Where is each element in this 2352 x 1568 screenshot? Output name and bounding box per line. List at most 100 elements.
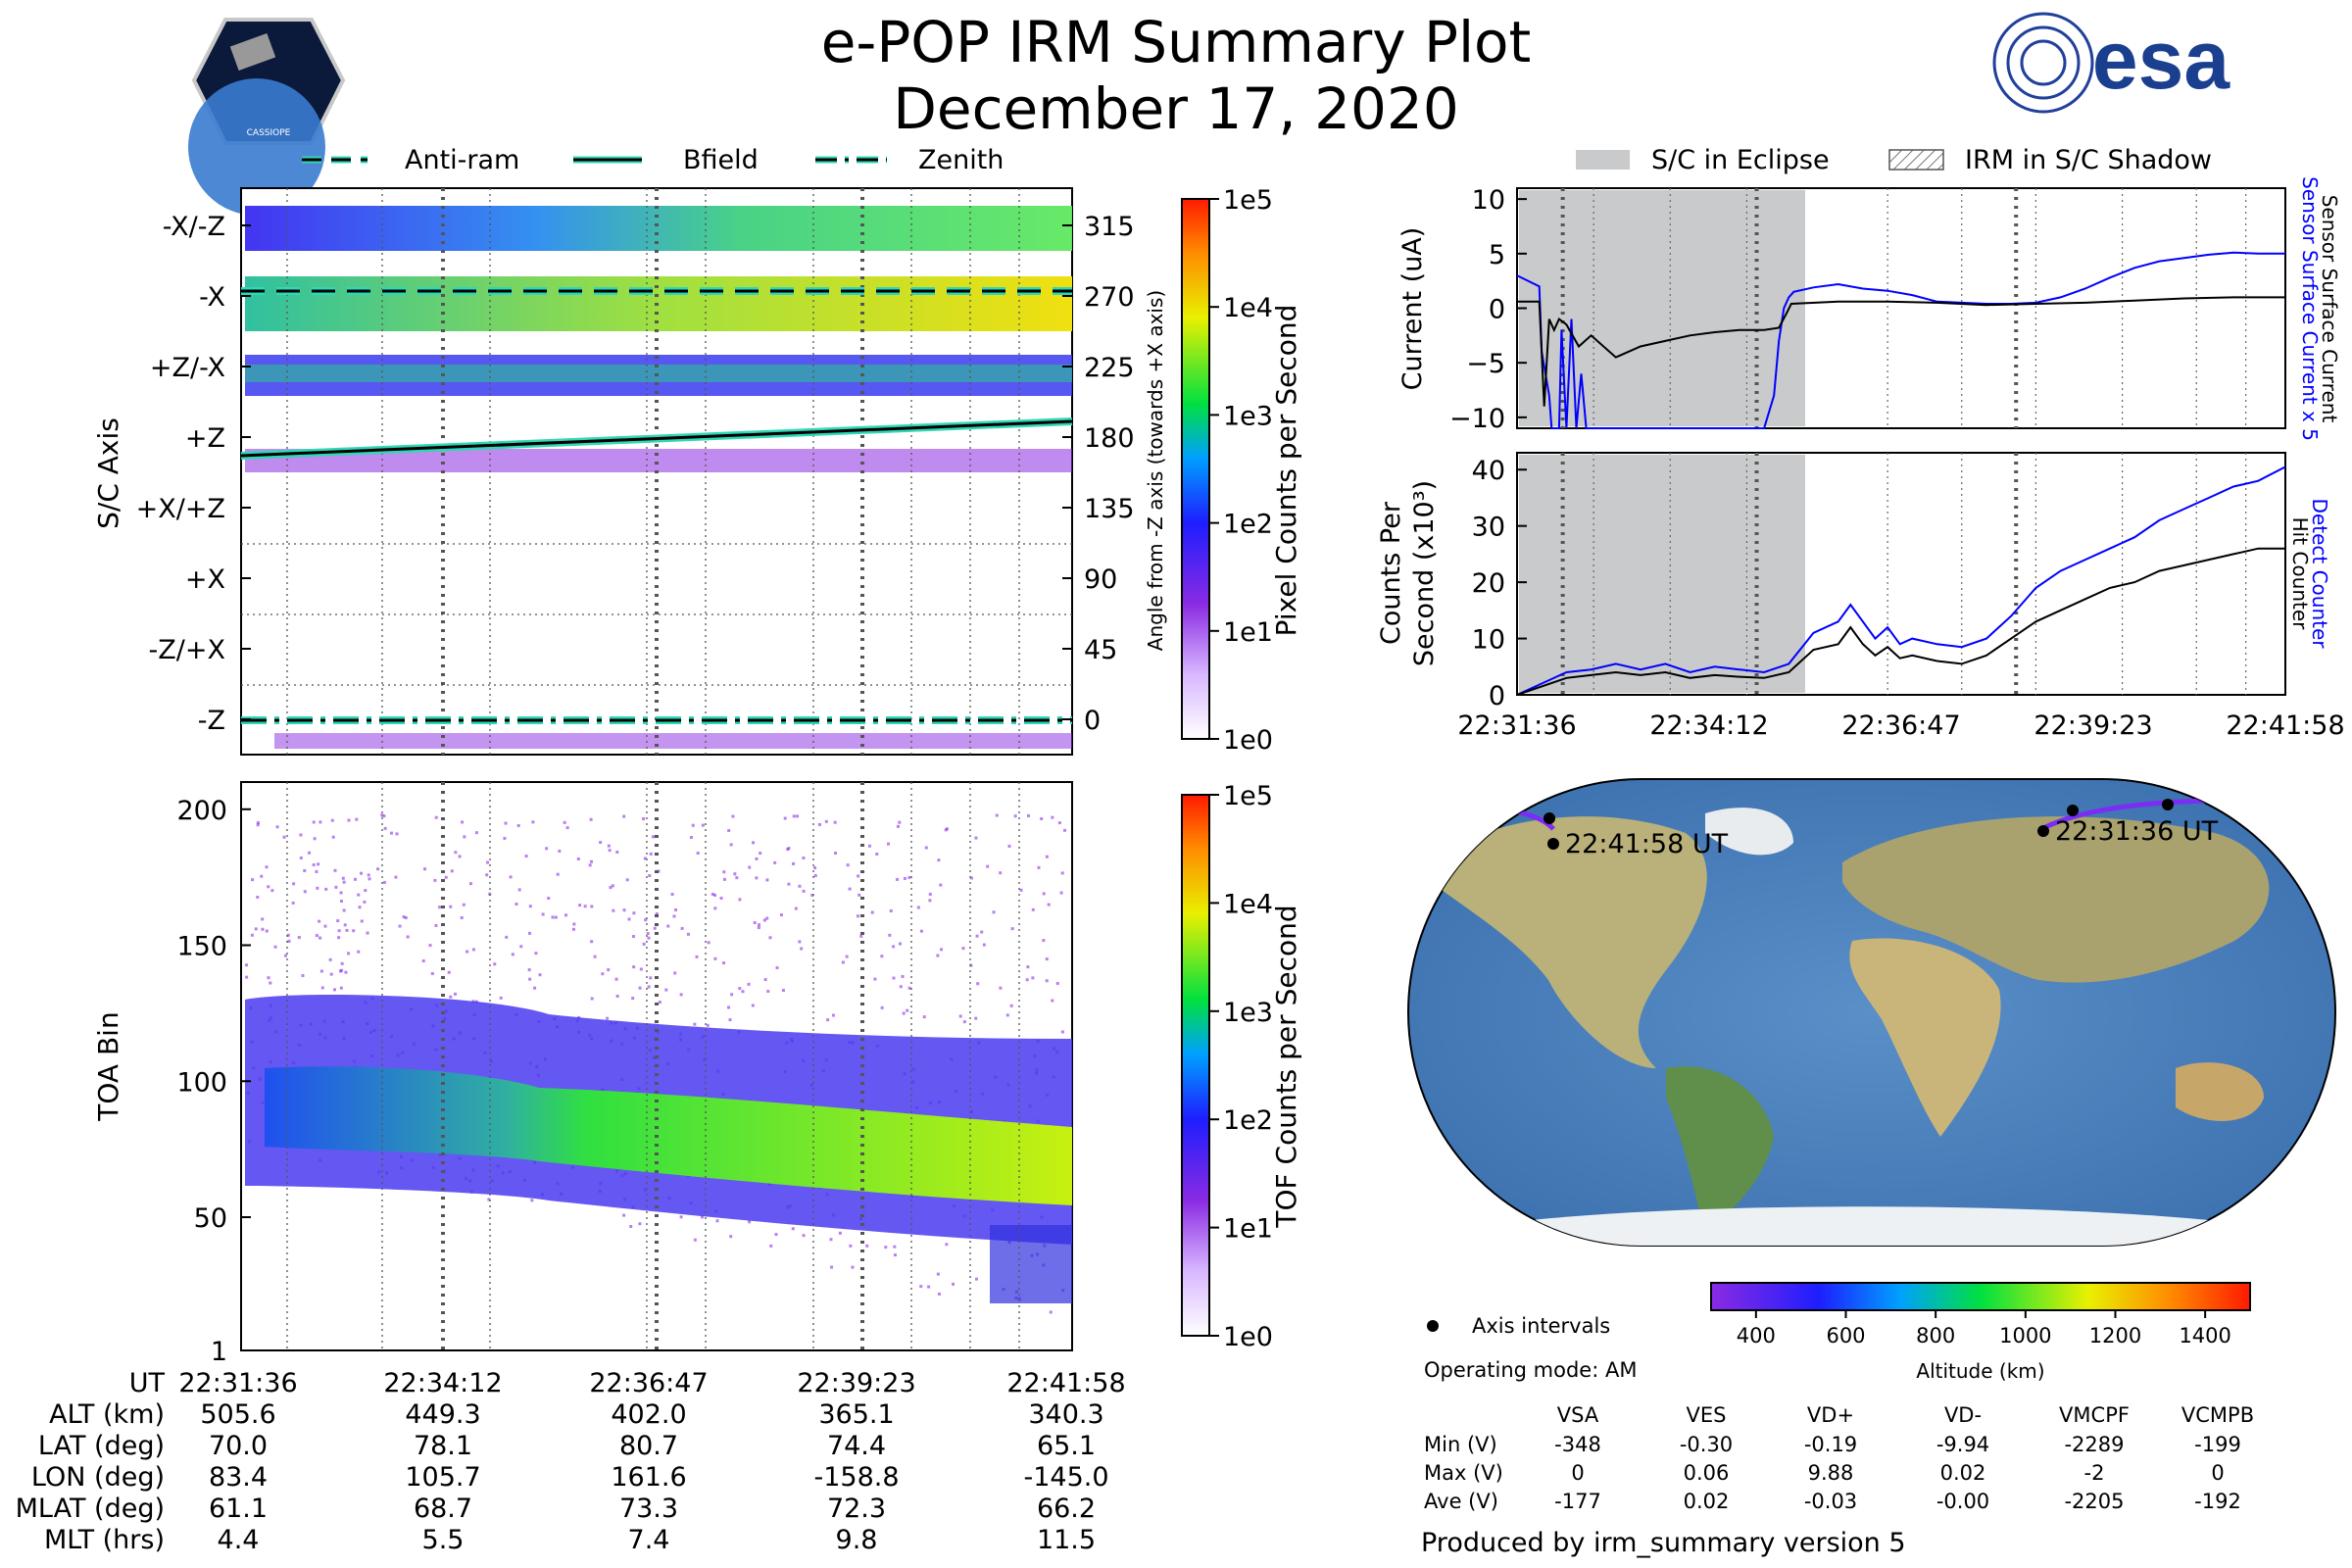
- y-tick-label: 0: [1489, 295, 1505, 325]
- time-table-cell: 9.8: [836, 1525, 878, 1555]
- toa-tick-label: 50: [194, 1203, 227, 1234]
- sc-axis-tick-label: -Z: [198, 706, 225, 736]
- time-table-row-label: UT: [129, 1368, 166, 1398]
- voltage-table-cell: 9.88: [1808, 1461, 1854, 1485]
- time-table-cell: 80.7: [619, 1431, 678, 1461]
- tof-colorbar-label: TOF Counts per Second: [1270, 905, 1302, 1228]
- toa-tick-label: 150: [176, 932, 227, 962]
- voltage-table-cell: 0: [2211, 1461, 2224, 1485]
- y-tick-label: 5: [1489, 240, 1505, 270]
- time-table-cell: 449.3: [405, 1399, 480, 1430]
- angle-tick-label: 225: [1084, 353, 1135, 383]
- time-table-cell: 365.1: [818, 1399, 894, 1430]
- alt-tick-label: 1000: [1999, 1324, 2051, 1348]
- alt-tick-label: 1200: [2089, 1324, 2141, 1348]
- colorbar-tick-label: 1e0: [1223, 725, 1273, 756]
- time-table-cell: 7.4: [628, 1525, 670, 1555]
- pixel-colorbar: [1182, 199, 1209, 739]
- voltage-table-row-label: Min (V): [1424, 1433, 1497, 1456]
- current-right-label-black: Sensor Surface Current: [2318, 195, 2341, 423]
- angle-tick-label: 45: [1084, 635, 1117, 665]
- footer: Produced by irm_summary version 5: [1421, 1528, 1906, 1558]
- voltage-table-row-label: Max (V): [1424, 1461, 1503, 1485]
- colorbar-tick-label: 1e5: [1223, 185, 1273, 216]
- current-ylabel: Current (uA): [1397, 227, 1428, 391]
- time-table-cell: 74.4: [827, 1431, 886, 1461]
- angle-ylabel: Angle from -Z axis (towards +X axis): [1144, 290, 1167, 651]
- time-table-cell: 83.4: [209, 1462, 268, 1493]
- angle-tick-label: 135: [1084, 494, 1135, 524]
- legend-bfield: Bfield: [683, 145, 759, 175]
- toa-ticks: 200 150 100 50 1: [176, 796, 251, 1367]
- pixel-colorbar-label: Pixel Counts per Second: [1270, 305, 1302, 637]
- time-table-row-label: MLT (hrs): [44, 1525, 165, 1555]
- legend-anti-ram: Anti-ram: [405, 145, 519, 175]
- colorbar-tick-label: 1e1: [1223, 617, 1273, 648]
- map-end-label: 22:41:58 UT: [1565, 829, 1729, 859]
- time-table-cell: 65.1: [1037, 1431, 1096, 1461]
- x-tick-label: 22:39:23: [2034, 710, 2152, 741]
- angle-tick-label: 90: [1084, 564, 1117, 595]
- sc-axis-tick-label: +X/+Z: [136, 494, 225, 524]
- axis-interval-point: [1544, 812, 1555, 824]
- toa-tick-label: 100: [176, 1067, 227, 1098]
- band-mxmz: [245, 206, 1072, 251]
- voltage-table-cell: -0.19: [1804, 1433, 1857, 1456]
- tof-colorbar-ticks: 1e51e41e31e21e11e0: [1209, 781, 1273, 1352]
- voltage-table-cell: -348: [1554, 1433, 1601, 1456]
- counts-panel: 40 30 20 10 0 22:31:36 22:34:12 22:36:47 22:39:…: [1457, 453, 2344, 741]
- time-table-cell: 4.4: [218, 1525, 260, 1555]
- map-start-label: 22:31:36 UT: [2055, 816, 2219, 847]
- current-panel: 10 5 0 −5 −10: [1449, 185, 2285, 434]
- x-tick-label: 22:36:47: [1841, 710, 1960, 741]
- figure: CASSIOPE esa Anti-ram Bfield Zenith S/C …: [0, 0, 2352, 1568]
- altitude-colorbar-label: Altitude (km): [1916, 1359, 2044, 1383]
- time-table-cell: 22:31:36: [178, 1368, 297, 1398]
- x-tick-label: 22:41:58: [2226, 710, 2344, 741]
- sc-axis-tick-label: -X: [199, 282, 225, 313]
- voltage-table-cell: -199: [2194, 1433, 2241, 1456]
- sc-axis-ylabel: S/C Axis: [92, 417, 124, 529]
- sc-axis-tick-label: -X/-Z: [163, 212, 225, 242]
- time-table-cell: 73.3: [619, 1494, 678, 1524]
- voltage-table-cell: 0.02: [1684, 1490, 1730, 1513]
- legend-top-left: Anti-ram Bfield Zenith: [302, 145, 1004, 175]
- sc-axis-tick-label: +X: [185, 564, 225, 595]
- voltage-table-cell: 0: [1571, 1461, 1584, 1485]
- pixel-colorbar-ticks: 1e5 1e4 1e3 1e2 1e1 1e0: [1209, 185, 1273, 756]
- voltage-table-cell: -0.03: [1804, 1490, 1857, 1513]
- x-tick-label: 22:34:12: [1649, 710, 1768, 741]
- counts-right-label-black: Hit Counter: [2288, 517, 2312, 630]
- alt-tick-label: 600: [1826, 1324, 1865, 1348]
- voltage-table-header: VD-: [1944, 1403, 1982, 1427]
- voltage-table-cell: -2289: [2064, 1433, 2124, 1456]
- esa-logo: esa: [1994, 14, 2230, 112]
- time-table-cell: 22:41:58: [1006, 1368, 1125, 1398]
- axis-interval-point: [2162, 799, 2174, 810]
- voltage-table-cell: -0.30: [1680, 1433, 1733, 1456]
- angle-tick-label: 270: [1084, 282, 1135, 313]
- voltage-table-cell: -177: [1554, 1490, 1601, 1513]
- colorbar-tick-label: 1e1: [1223, 1214, 1273, 1245]
- voltage-table-row-label: Ave (V): [1424, 1490, 1498, 1513]
- time-table-cell: 161.6: [611, 1462, 686, 1493]
- legend-eclipse: S/C in Eclipse: [1651, 145, 1830, 175]
- time-table-cell: 78.1: [414, 1431, 472, 1461]
- voltage-table: VSA VES VD+ VD- VMCPF VCMPB Min (V) -348 -0.30 -0…: [1424, 1403, 2254, 1513]
- colorbar-tick-label: 1e4: [1223, 889, 1273, 919]
- counts-ylabel-line2: Second (x10³): [1409, 480, 1440, 666]
- time-table-cell: 22:39:23: [797, 1368, 915, 1398]
- time-table-cell: 72.3: [827, 1494, 886, 1524]
- sc-axis-tick-label: +Z/-X: [150, 353, 225, 383]
- y-tick-label: 20: [1472, 568, 1505, 599]
- voltage-table-header: VD+: [1807, 1403, 1854, 1427]
- time-table-cell: 22:34:12: [383, 1368, 502, 1398]
- time-table-cell: 505.6: [200, 1399, 275, 1430]
- esa-logo-text: esa: [2092, 14, 2230, 106]
- colorbar-tick-label: 1e3: [1223, 401, 1273, 431]
- y-tick-label: 0: [1489, 681, 1505, 711]
- legend-shadow: IRM in S/C Shadow: [1965, 145, 2212, 175]
- alt-tick-label: 800: [1916, 1324, 1955, 1348]
- legend-zenith: Zenith: [918, 145, 1004, 175]
- cassiope-logo-text: CASSIOPE: [247, 128, 291, 138]
